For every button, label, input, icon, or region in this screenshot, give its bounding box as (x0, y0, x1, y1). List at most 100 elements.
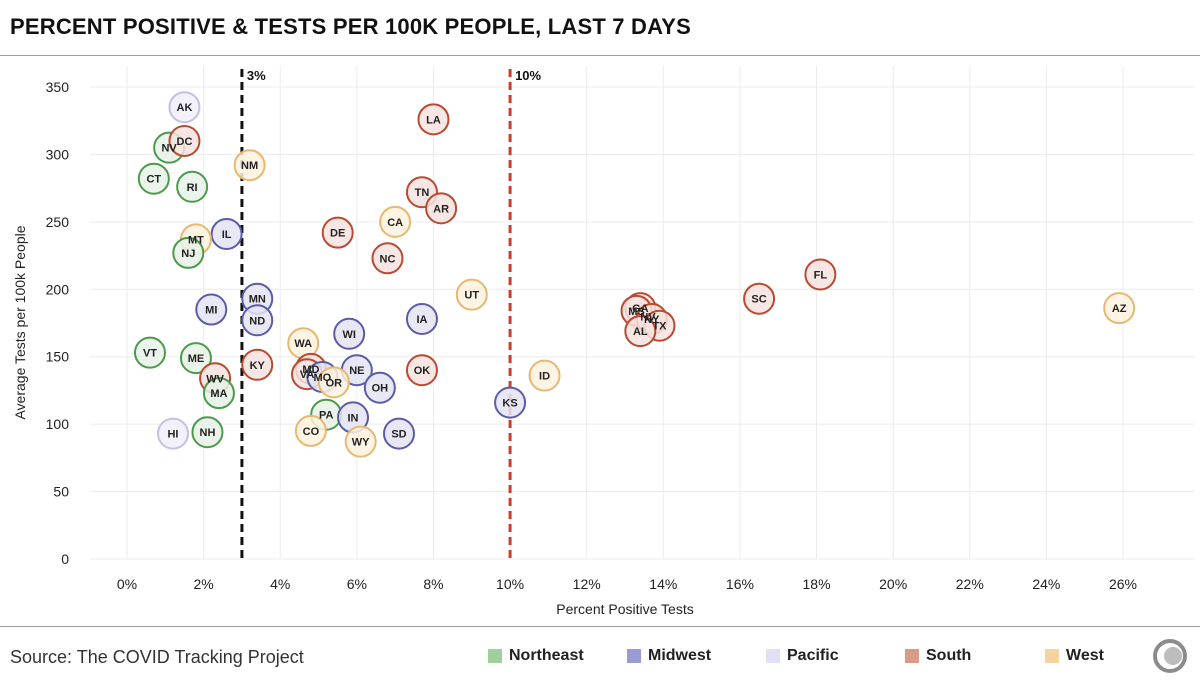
point-label-pa: PA (319, 410, 334, 422)
point-label-id: ID (539, 371, 550, 383)
point-label-la: LA (426, 114, 441, 126)
reference-line-label-1: 10% (515, 68, 541, 83)
point-label-me: ME (188, 353, 205, 365)
header-divider (0, 55, 1200, 56)
legend-swatch-northeast (488, 649, 502, 663)
y-axis-label: Average Tests per 100k People (12, 225, 28, 419)
point-label-ar: AR (433, 203, 449, 215)
point-sc (743, 282, 776, 315)
point-label-nc: NC (380, 253, 396, 265)
x-tick-label: 6% (347, 576, 367, 592)
point-ut (455, 278, 488, 311)
footer: Source: The COVID Tracking Project North… (0, 627, 1200, 685)
point-label-ia: IA (416, 314, 427, 326)
legend-item-south: South (905, 647, 971, 665)
legend-item-pacific: Pacific (766, 647, 839, 665)
x-tick-label: 4% (270, 576, 290, 592)
y-tick-label: 100 (46, 416, 70, 432)
point-label-ks: KS (502, 398, 517, 410)
point-label-il: IL (222, 229, 232, 241)
point-nh (191, 416, 224, 449)
point-label-wv: WV (206, 373, 224, 385)
x-tick-label: 22% (956, 576, 984, 592)
x-tick-label: 0% (117, 576, 137, 592)
y-tick-label: 200 (46, 281, 70, 297)
point-label-wi: WI (342, 329, 355, 341)
legend-item-northeast: Northeast (488, 647, 584, 665)
point-label-ne: NE (349, 365, 364, 377)
page-title: PERCENT POSITIVE & TESTS PER 100K PEOPLE… (10, 14, 691, 39)
x-tick-label: 12% (573, 576, 601, 592)
point-label-dc: DC (177, 136, 193, 148)
point-la (417, 103, 450, 136)
y-tick-label: 300 (46, 146, 70, 162)
point-il (210, 217, 243, 250)
source-note: Source: The COVID Tracking Project (10, 647, 304, 667)
point-wy (344, 425, 377, 458)
legend-item-west: West (1045, 647, 1104, 665)
point-label-wy: WY (352, 437, 370, 449)
point-label-ut: UT (464, 290, 479, 302)
point-label-ms: MS (628, 306, 645, 318)
y-tick-label: 250 (46, 214, 70, 230)
point-ky (241, 348, 274, 381)
point-ma (202, 377, 235, 410)
point-mi (195, 293, 228, 326)
point-label-nd: ND (249, 315, 265, 327)
point-label-nv: NV (161, 143, 177, 155)
legend-label-south: South (926, 647, 972, 664)
point-ri (176, 170, 209, 203)
legend-swatch-west (1045, 649, 1059, 663)
point-id (528, 359, 561, 392)
legend-label-west: West (1066, 647, 1104, 664)
y-tick-label: 0 (61, 551, 69, 567)
y-tick-label: 50 (53, 484, 69, 500)
point-dc (168, 124, 201, 157)
point-label-ct: CT (146, 174, 161, 186)
point-label-tx: TX (652, 321, 667, 333)
point-label-ri: RI (187, 182, 198, 194)
point-ar (425, 192, 458, 225)
point-label-oh: OH (372, 383, 389, 395)
point-ak (168, 91, 201, 124)
point-label-vt: VT (143, 348, 157, 360)
point-nc (371, 242, 404, 275)
point-label-nv: NV (640, 311, 656, 323)
point-ok (405, 354, 438, 387)
legend-label-midwest: Midwest (648, 647, 712, 664)
legend-item-midwest: Midwest (627, 647, 711, 665)
reference-line-label-0: 3% (247, 68, 266, 83)
point-label-de: DE (330, 228, 345, 240)
point-ks (494, 386, 527, 419)
point-al (624, 315, 657, 348)
ctp-logo-icon (1153, 639, 1187, 673)
point-label-wa: WA (294, 338, 312, 350)
legend-swatch-midwest (627, 649, 641, 663)
point-nj (172, 236, 205, 269)
point-me (179, 342, 212, 375)
y-tick-label: 350 (46, 79, 70, 95)
point-wi (333, 317, 366, 350)
point-label-ky: KY (250, 360, 266, 372)
point-label-va: VA (300, 369, 315, 381)
point-de (321, 216, 354, 249)
point-label-md: MD (302, 364, 319, 376)
x-tick-label: 18% (803, 576, 831, 592)
x-tick-label: 24% (1032, 576, 1060, 592)
point-label-ma: MA (210, 388, 227, 400)
point-label-hi: HI (167, 429, 178, 441)
point-label-in: IN (348, 412, 359, 424)
point-co (294, 414, 327, 447)
point-label-ca: CA (387, 217, 403, 229)
point-ia (405, 302, 438, 335)
point-label-ak: AK (177, 102, 193, 114)
point-label-ny: NY (644, 314, 660, 326)
point-label-sd: SD (391, 429, 406, 441)
point-label-al: AL (633, 326, 648, 338)
point-label-nm: NM (241, 160, 258, 172)
x-tick-label: 16% (726, 576, 754, 592)
legend-label-northeast: Northeast (509, 647, 584, 664)
legend-swatch-pacific (766, 649, 780, 663)
point-label-nh: NH (200, 427, 216, 439)
x-tick-label: 8% (423, 576, 443, 592)
